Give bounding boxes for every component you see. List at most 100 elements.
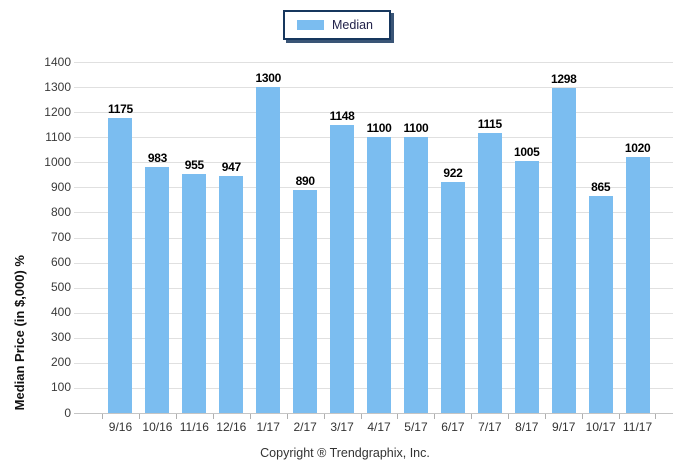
x-axis-tick xyxy=(508,414,510,419)
bar-2/17: 890 xyxy=(293,174,318,413)
y-tick-label-400: 400 xyxy=(50,305,71,320)
x-axis-tick xyxy=(471,414,473,419)
y-tick-label-200: 200 xyxy=(50,355,71,370)
bar-5/17: 1100 xyxy=(404,121,429,413)
bar-4/17: 1100 xyxy=(367,121,392,413)
gridline-1300 xyxy=(74,87,673,89)
bar-group-1/17: 1300 xyxy=(250,62,287,413)
x-axis-ticks xyxy=(102,414,656,419)
x-axis-labels: 9/16 10/16 11/16 12/16 1/17 2/17 3/17 4/17 5/17 6… xyxy=(102,420,656,434)
bar-3/17: 1148 xyxy=(330,109,355,413)
bar-value-label-10/17: 865 xyxy=(591,180,611,195)
x-tick-label-11/17: 11/17 xyxy=(623,420,653,434)
bar-group-8/17: 1005 xyxy=(508,62,545,413)
legend-swatch-median xyxy=(297,20,324,30)
x-axis-tick xyxy=(360,414,362,419)
bar-group-9/16: 1175 xyxy=(102,62,139,413)
bar-group-11/17: 1020 xyxy=(619,62,656,413)
x-axis-tick xyxy=(323,414,325,419)
bar-7/17: 1115 xyxy=(478,117,502,413)
x-tick-label-4/17: 4/17 xyxy=(367,420,391,434)
bar-value-label-12/16: 947 xyxy=(221,159,241,174)
y-tick-label-1000: 1000 xyxy=(44,154,71,169)
bar-value-label-5/17: 1100 xyxy=(403,121,429,136)
bar-value-label-9/17: 1298 xyxy=(550,71,577,86)
y-tick-label-300: 300 xyxy=(50,330,71,345)
x-tick-label-5/17: 5/17 xyxy=(404,420,428,434)
x-axis-tick xyxy=(619,414,621,419)
plot-area: 1175 983 955 947 1300 890 1148 1100 1100 922 1115 1… xyxy=(74,62,673,414)
x-tick-label-12/16: 12/16 xyxy=(216,420,247,434)
y-tick-label-0: 0 xyxy=(64,405,71,420)
y-tick-label-500: 500 xyxy=(50,280,71,295)
gridline-1400 xyxy=(74,62,673,63)
bar-value-label-8/17: 1005 xyxy=(514,145,540,160)
x-tick-label-6/17: 6/17 xyxy=(441,420,465,434)
x-tick-label-3/17: 3/17 xyxy=(330,420,354,434)
x-axis-tick xyxy=(102,414,103,419)
x-axis-tick xyxy=(397,414,399,419)
bar-value-label-11/16: 955 xyxy=(184,157,204,172)
bar-group-5/17: 1100 xyxy=(398,62,435,413)
x-axis-tick xyxy=(138,414,140,419)
bar-8/17: 1005 xyxy=(514,145,540,413)
x-axis-tick xyxy=(655,414,656,419)
bar-11/16: 955 xyxy=(182,158,207,413)
bar-9/17: 1298 xyxy=(551,72,577,413)
bar-group-6/17: 922 xyxy=(434,62,471,413)
gridline-1200 xyxy=(74,112,673,114)
x-tick-label-10/17: 10/17 xyxy=(585,420,616,434)
y-tick-label-900: 900 xyxy=(50,179,71,194)
bar-11/17: 1020 xyxy=(625,141,651,413)
bar-value-label-9/16: 1175 xyxy=(108,102,133,117)
x-tick-label-2/17: 2/17 xyxy=(293,420,317,434)
bar-group-7/17: 1115 xyxy=(471,62,508,413)
bar-12/16: 947 xyxy=(219,160,244,413)
bar-group-4/17: 1100 xyxy=(361,62,398,413)
x-tick-label-7/17: 7/17 xyxy=(478,420,502,434)
bar-group-9/17: 1298 xyxy=(545,62,582,413)
x-tick-label-11/16: 11/16 xyxy=(179,420,209,434)
legend: Median xyxy=(283,10,391,40)
bar-group-10/17: 865 xyxy=(582,62,619,413)
bar-value-label-7/17: 1115 xyxy=(477,117,502,132)
x-axis-tick xyxy=(286,414,288,419)
bar-value-label-6/17: 922 xyxy=(443,165,463,180)
y-tick-label-1100: 1100 xyxy=(45,129,71,144)
bar-value-label-11/17: 1020 xyxy=(624,141,651,156)
legend-label-median: Median xyxy=(332,18,373,32)
bar-group-3/17: 1148 xyxy=(324,62,361,413)
x-tick-label-1/17: 1/17 xyxy=(256,420,280,434)
bar-10/16: 983 xyxy=(145,151,170,413)
copyright-text: Copyright ® Trendgraphix, Inc. xyxy=(260,446,430,460)
y-tick-label-700: 700 xyxy=(50,230,71,244)
x-tick-label-10/16: 10/16 xyxy=(142,420,173,434)
x-tick-label-9/16: 9/16 xyxy=(108,420,133,434)
bar-value-label-10/16: 983 xyxy=(147,150,167,165)
bar-value-label-3/17: 1148 xyxy=(329,109,355,124)
x-axis-tick xyxy=(545,414,547,419)
x-axis-tick xyxy=(249,414,251,419)
y-tick-label-100: 100 xyxy=(50,380,71,395)
bar-value-label-1/17: 1300 xyxy=(255,71,281,86)
y-tick-label-800: 800 xyxy=(50,204,71,219)
y-tick-label-1200: 1200 xyxy=(44,104,71,119)
x-tick-label-8/17: 8/17 xyxy=(515,420,539,434)
y-tick-label-1400: 1400 xyxy=(44,54,71,69)
y-tick-label-1300: 1300 xyxy=(44,79,71,94)
bar-group-11/16: 955 xyxy=(176,62,213,413)
bar-series-median: 1175 983 955 947 1300 890 1148 1100 1100 922 1115 1… xyxy=(102,62,656,413)
x-axis-tick xyxy=(582,414,584,419)
bar-value-label-2/17: 890 xyxy=(295,173,315,188)
bar-9/16: 1175 xyxy=(108,102,133,413)
bar-value-label-4/17: 1100 xyxy=(366,121,392,136)
x-tick-label-9/17: 9/17 xyxy=(552,420,576,434)
bar-group-2/17: 890 xyxy=(287,62,324,413)
y-axis: 0 100 200 300 400 500 600 700 800 900 1000 1100 1200… xyxy=(0,55,71,420)
y-tick-label-600: 600 xyxy=(50,255,71,270)
x-axis-tick xyxy=(434,414,436,419)
bar-1/17: 1300 xyxy=(255,71,281,413)
bar-group-10/16: 983 xyxy=(139,62,176,413)
x-axis-tick xyxy=(212,414,214,419)
